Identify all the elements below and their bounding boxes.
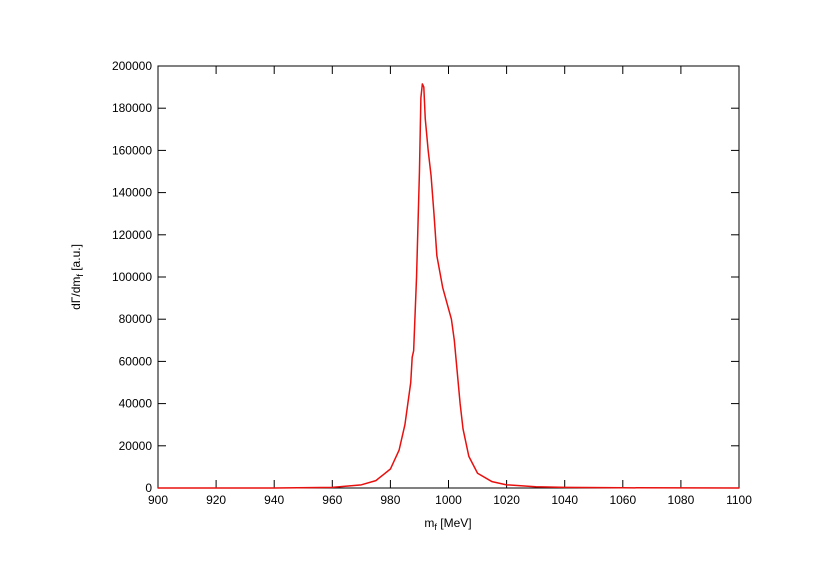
- y-label-part: [a.u.]: [69, 244, 83, 274]
- y-tick-label: 60000: [119, 354, 153, 368]
- x-tick-label: 940: [264, 493, 284, 507]
- y-tick-label: 80000: [119, 312, 153, 326]
- x-tick-label: 1060: [609, 493, 636, 507]
- y-tick-label: 100000: [112, 270, 152, 284]
- y-tick-label: 120000: [112, 228, 152, 242]
- plot-frame: [157, 65, 740, 489]
- x-label-part: m: [424, 516, 434, 530]
- x-axis-label: mf [MeV]: [424, 516, 471, 532]
- x-label-part: [MeV]: [437, 516, 472, 530]
- y-tick-label: 140000: [112, 186, 152, 200]
- y-tick-label: 40000: [119, 397, 153, 411]
- y-label-sub: f: [75, 274, 85, 277]
- y-tick-label: 180000: [112, 101, 152, 115]
- x-tick-label: 960: [322, 493, 342, 507]
- x-tick-label: 920: [206, 493, 226, 507]
- x-tick-label: 1080: [668, 493, 695, 507]
- y-axis-label: dΓ/dmf [a.u.]: [69, 244, 85, 310]
- x-tick-label: 1000: [435, 493, 462, 507]
- y-tick-label: 200000: [112, 59, 152, 73]
- data-line: [158, 83, 740, 489]
- x-tick-label: 980: [380, 493, 400, 507]
- x-tick-label: 1020: [493, 493, 520, 507]
- x-tick-label: 1100: [726, 493, 752, 507]
- x-tick-label: 1040: [551, 493, 578, 507]
- x-label-sub: f: [434, 522, 437, 532]
- y-tick-label: 0: [145, 481, 152, 495]
- y-tick-label: 20000: [119, 439, 153, 453]
- x-tick-label: 900: [148, 493, 168, 507]
- y-tick-label: 160000: [112, 143, 152, 157]
- y-label-part: dΓ/dm: [69, 277, 83, 310]
